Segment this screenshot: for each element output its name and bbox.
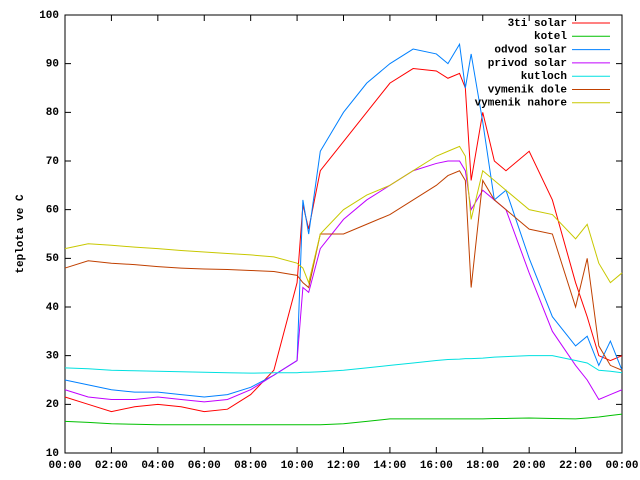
y-tick-label: 60 bbox=[46, 205, 59, 217]
legend-label: 3ti solar bbox=[508, 18, 567, 30]
x-tick-label: 22:00 bbox=[559, 460, 592, 472]
x-tick-label: 20:00 bbox=[513, 460, 546, 472]
x-tick-label: 00:00 bbox=[48, 460, 81, 472]
x-tick-label: 00:00 bbox=[605, 460, 638, 472]
series-line bbox=[64, 413, 623, 426]
x-tick-label: 08:00 bbox=[234, 460, 267, 472]
legend-label: kutloch bbox=[521, 71, 567, 83]
legend-label: kotel bbox=[534, 31, 567, 43]
series-line bbox=[64, 145, 623, 285]
x-tick-label: 04:00 bbox=[141, 460, 174, 472]
y-tick-label: 100 bbox=[39, 10, 59, 22]
y-tick-label: 30 bbox=[46, 351, 59, 363]
legend-label: privod solar bbox=[488, 58, 567, 70]
x-tick-label: 16:00 bbox=[420, 460, 453, 472]
x-tick-label: 02:00 bbox=[95, 460, 128, 472]
y-tick-label: 80 bbox=[46, 107, 59, 119]
y-tick-label: 90 bbox=[46, 59, 59, 71]
legend-label: vymenik nahore bbox=[475, 98, 568, 110]
series-line bbox=[64, 42, 623, 398]
x-tick-label: 06:00 bbox=[188, 460, 221, 472]
y-tick-label: 50 bbox=[46, 253, 59, 265]
y-tick-label: 10 bbox=[46, 448, 59, 460]
y-tick-label: 70 bbox=[46, 156, 59, 168]
x-tick-label: 12:00 bbox=[327, 460, 360, 472]
legend-label: vymenik dole bbox=[488, 84, 568, 96]
x-tick-label: 10:00 bbox=[281, 460, 314, 472]
y-axis-label: teplota ve C bbox=[15, 194, 27, 274]
x-tick-label: 14:00 bbox=[373, 460, 406, 472]
series-line bbox=[64, 170, 623, 371]
legend-label: odvod solar bbox=[494, 45, 567, 57]
series-line bbox=[64, 355, 623, 374]
x-tick-label: 18:00 bbox=[466, 460, 499, 472]
series-line bbox=[64, 68, 623, 413]
y-tick-label: 40 bbox=[46, 302, 59, 314]
y-tick-label: 20 bbox=[46, 399, 59, 411]
